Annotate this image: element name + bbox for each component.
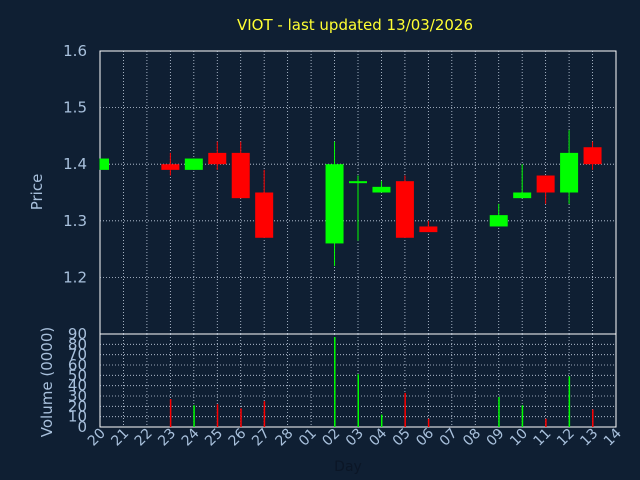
x-tick-label: 13	[577, 426, 601, 450]
candle-body	[372, 186, 391, 193]
volume-bar	[521, 405, 524, 427]
volume-bar	[169, 399, 172, 427]
x-tick-label: 10	[507, 426, 531, 450]
volume-tick-label: 50	[68, 366, 87, 384]
volume-bar	[592, 409, 594, 427]
price-tick-label: 1.6	[63, 42, 87, 60]
volume-bar	[193, 405, 195, 427]
x-tick-label: 11	[531, 426, 555, 450]
x-tick-label: 24	[179, 425, 203, 449]
x-tick-label: 04	[366, 425, 390, 449]
candle-body	[419, 226, 438, 233]
price-tick-label: 1.2	[63, 268, 87, 286]
x-tick-label: 27	[249, 426, 273, 450]
x-tick-label: 05	[390, 426, 414, 450]
volume-bar	[240, 408, 242, 427]
volume-tick-label: 30	[68, 387, 87, 405]
volume-tick-label: 40	[68, 377, 87, 395]
candle-body	[208, 152, 227, 165]
candle-body	[184, 158, 203, 170]
candle-body	[513, 192, 532, 199]
x-tick-label: 20	[85, 426, 109, 450]
volume-tick-label: 20	[68, 397, 87, 415]
price-tick-label: 1.5	[63, 99, 87, 117]
x-tick-label: 25	[202, 426, 226, 450]
candle-body	[231, 152, 250, 199]
x-tick-label: 22	[132, 426, 156, 450]
candle-body	[349, 181, 367, 184]
candle-body	[255, 192, 274, 238]
volume-bar	[404, 392, 406, 427]
x-tick-label: 07	[437, 426, 461, 450]
x-tick-label: 06	[413, 425, 437, 449]
volume-tick-label: 80	[68, 335, 87, 353]
x-tick-label: 08	[460, 426, 484, 450]
x-tick-label: 09	[484, 426, 508, 450]
volume-axis-label: Volume (0000)	[38, 327, 56, 437]
candle-body	[100, 158, 109, 170]
chart-title: VIOT - last updated 13/03/2026	[237, 16, 473, 34]
price-axis-label: Price	[28, 174, 46, 211]
volume-tick-label: 0	[77, 418, 87, 436]
x-tick-label: 26	[226, 425, 250, 449]
volume-tick-label: 90	[68, 325, 87, 343]
volume-bar	[568, 376, 571, 427]
volume-tick-label: 70	[68, 346, 87, 364]
candle-body	[489, 215, 508, 227]
price-tick-label: 1.3	[63, 212, 87, 230]
candle-body	[161, 164, 180, 170]
volume-bar	[334, 337, 336, 427]
volume-tick-label: 60	[68, 356, 87, 374]
x-tick-label: 23	[155, 426, 179, 450]
price-tick-label: 1.4	[63, 155, 87, 173]
volume-bar	[216, 404, 219, 427]
candle-body	[583, 147, 602, 165]
volume-bar	[263, 401, 266, 427]
volume-tick-label: 10	[68, 408, 87, 426]
candle-body	[560, 152, 579, 193]
volume-bar	[357, 374, 359, 427]
volume-bar	[427, 418, 430, 427]
volume-bar	[498, 397, 500, 427]
x-tick-label: 02	[319, 426, 343, 450]
x-tick-label: 14	[601, 425, 625, 449]
x-tick-label: 01	[296, 426, 320, 450]
x-tick-label: 28	[273, 426, 297, 450]
x-axis-label: Day	[334, 459, 362, 475]
candle-body	[536, 175, 555, 193]
x-tick-label: 12	[554, 426, 578, 450]
x-tick-label: 03	[343, 426, 367, 450]
volume-bar	[545, 418, 547, 427]
volume-bar	[380, 414, 383, 427]
candle-body	[325, 164, 344, 244]
candle-body	[395, 181, 414, 238]
x-tick-label: 21	[108, 426, 132, 450]
